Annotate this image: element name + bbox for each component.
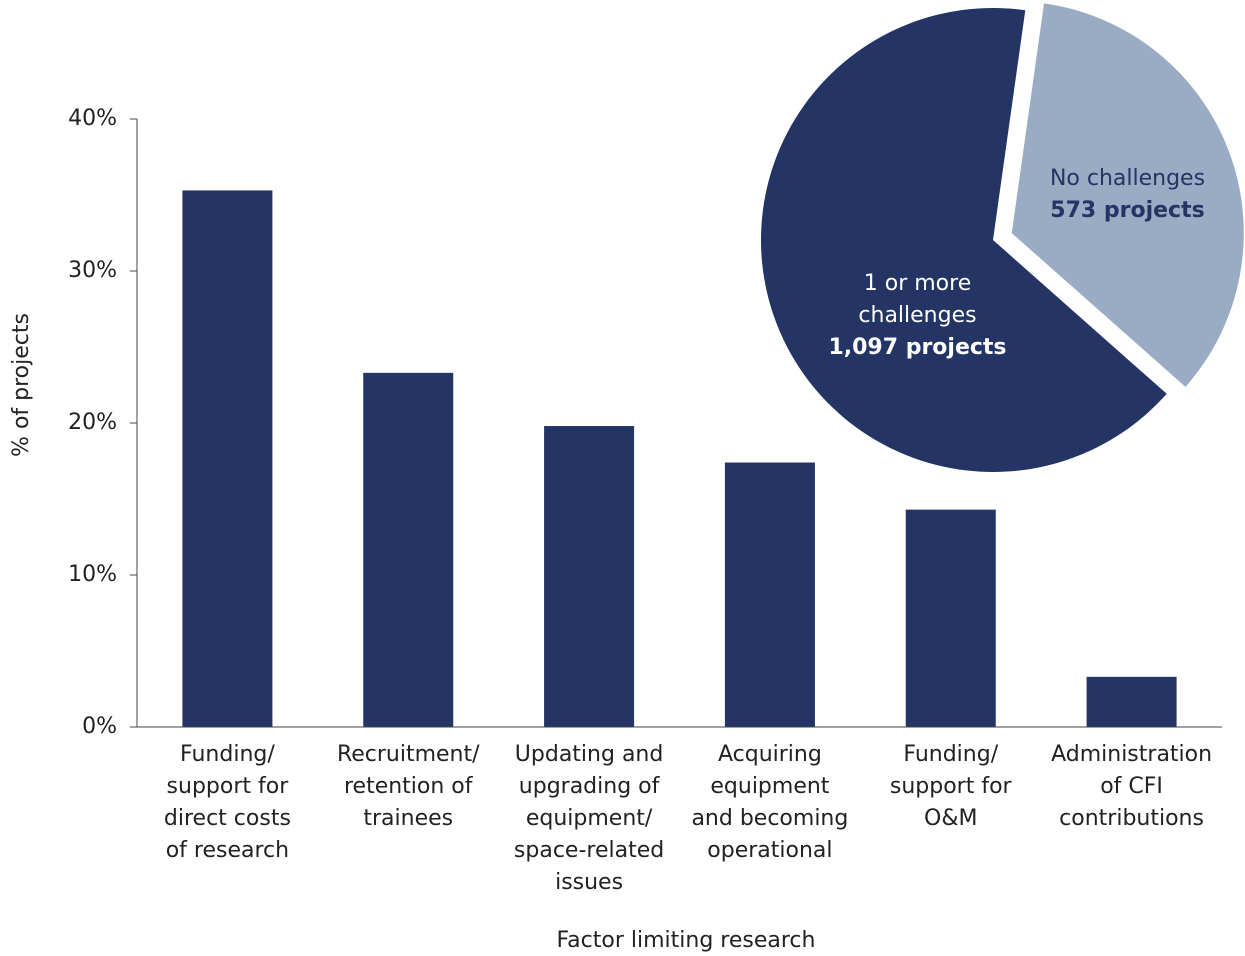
x-axis-label: Factor limiting research <box>557 928 816 953</box>
x-tick-label: Funding/ support for O&M <box>889 742 1012 831</box>
x-tick-label: Administration of CFI contributions <box>1051 742 1213 831</box>
bar <box>724 462 815 727</box>
y-tick-label: 0% <box>82 714 117 739</box>
pie-slice <box>1011 3 1244 387</box>
x-tick-label: Recruitment/ retention of trainees <box>336 742 480 831</box>
pie-label: No challenges <box>1049 166 1206 191</box>
x-tick-label: Funding/ support for direct costs of res… <box>163 742 291 863</box>
bar <box>363 372 454 727</box>
y-tick-label: 20% <box>68 410 117 435</box>
pie-slice <box>761 7 1167 473</box>
x-tick-label: Acquiring equipment and becoming operati… <box>691 742 849 863</box>
bar <box>182 190 273 727</box>
y-tick-label: 10% <box>68 562 117 587</box>
y-tick-label: 30% <box>68 258 117 283</box>
bar <box>544 426 635 727</box>
pie-value-label: 1,097 projects <box>828 335 1007 360</box>
pie-value-label: 573 projects <box>1050 198 1205 223</box>
bar <box>905 509 996 727</box>
y-tick-label: 40% <box>68 106 117 131</box>
y-axis-label: % of projects <box>9 313 34 457</box>
x-tick-label: Updating and upgrading of equipment/ spa… <box>513 742 665 895</box>
bar <box>1086 676 1177 727</box>
pie-label: 1 or more challenges <box>858 271 977 328</box>
